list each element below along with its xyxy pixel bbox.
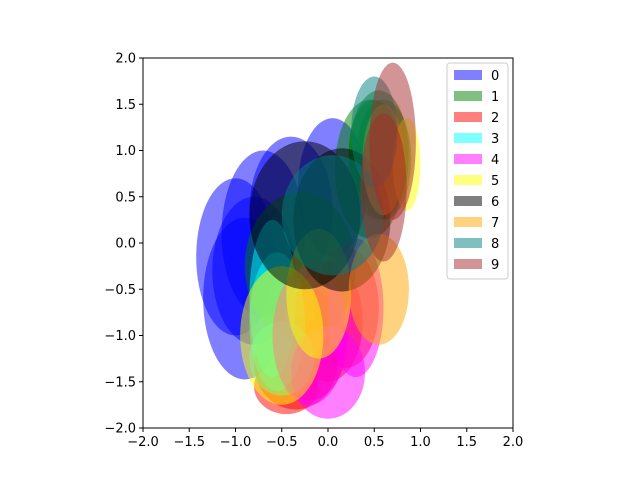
legend-label-8: 8 (491, 237, 499, 252)
x-tick-label: −1.0 (220, 435, 252, 450)
legend-swatch-2 (454, 112, 482, 122)
legend-label-5: 5 (491, 174, 499, 189)
x-tick-label: 2.0 (503, 435, 524, 450)
legend-swatch-0 (454, 70, 482, 80)
x-tick-label: 0.0 (318, 435, 339, 450)
legend-label-1: 1 (491, 90, 499, 105)
legend-label-9: 9 (491, 258, 499, 273)
y-tick-label: 1.0 (115, 144, 136, 159)
y-tick-label: 0.0 (115, 237, 136, 252)
y-tick-label: 0.5 (115, 190, 136, 205)
legend-label-3: 3 (491, 132, 499, 147)
x-tick-label: −2.0 (127, 435, 159, 450)
legend-swatch-5 (454, 175, 482, 185)
legend-label-6: 6 (491, 195, 499, 210)
x-tick-label: 1.0 (410, 435, 431, 450)
x-tick-label: −1.5 (173, 435, 205, 450)
legend-swatch-6 (454, 196, 482, 206)
legend-swatch-7 (454, 217, 482, 227)
legend-label-7: 7 (491, 216, 499, 231)
y-tick-label: −1.0 (104, 329, 136, 344)
legend-swatch-9 (454, 259, 482, 269)
y-tick-label: 1.5 (115, 98, 136, 113)
y-tick-label: −1.5 (104, 375, 136, 390)
legend-swatch-1 (454, 91, 482, 101)
ellipse-series-8-1 (281, 155, 384, 276)
y-tick-label: −2.0 (104, 422, 136, 437)
legend-swatch-3 (454, 133, 482, 143)
x-tick-label: −0.5 (266, 435, 298, 450)
y-tick-label: 2.0 (115, 52, 136, 67)
x-tick-label: 0.5 (364, 435, 385, 450)
legend-label-2: 2 (491, 111, 499, 126)
legend-swatch-8 (454, 238, 482, 248)
ellipse-series-9-1 (360, 113, 407, 262)
legend-label-4: 4 (491, 153, 499, 168)
y-axis: −2.0 −1.5 −1.0 −0.5 0.0 0.5 1.0 1.5 2.0 (104, 52, 143, 437)
ellipse-layer (196, 62, 421, 419)
legend: 0 1 2 3 4 5 6 7 8 9 (446, 62, 509, 280)
legend-swatch-4 (454, 154, 482, 164)
y-tick-label: −0.5 (104, 283, 136, 298)
x-tick-label: 1.5 (456, 435, 477, 450)
legend-label-0: 0 (491, 69, 499, 84)
x-axis: −2.0 −1.5 −1.0 −0.5 0.0 0.5 1.0 1.5 2.0 (127, 428, 523, 450)
